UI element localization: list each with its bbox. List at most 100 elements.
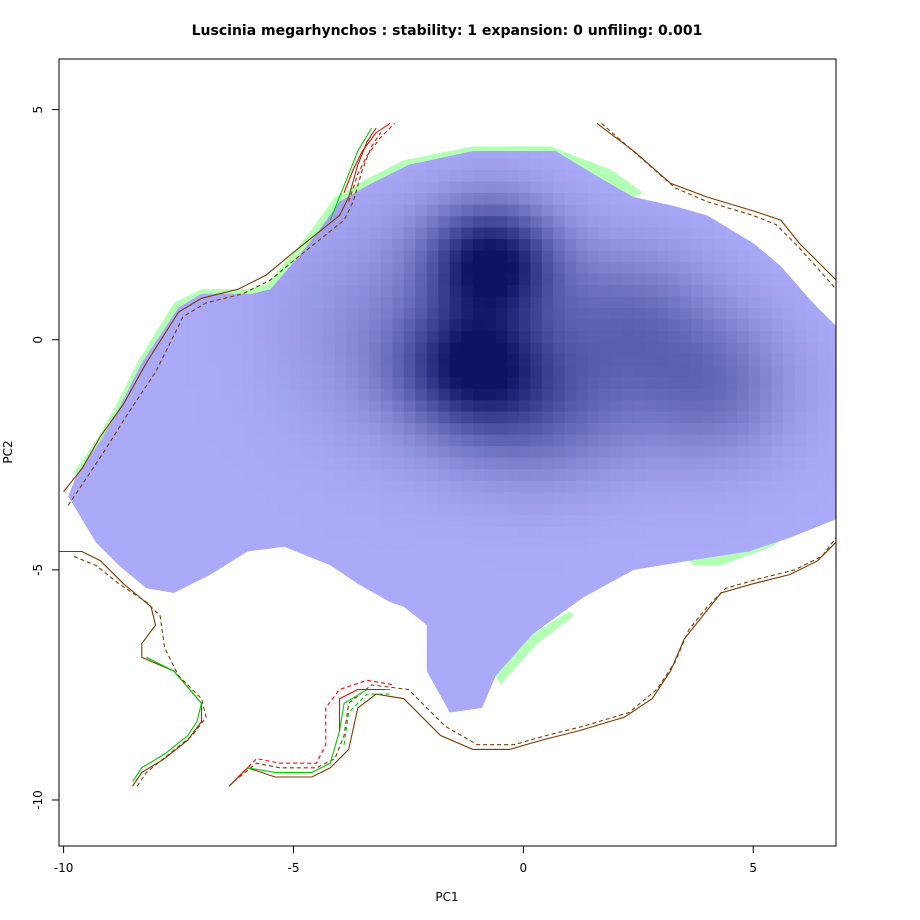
density-cell <box>254 514 267 527</box>
density-cell <box>426 537 439 550</box>
density-cell <box>507 261 520 274</box>
density-cell <box>151 181 164 194</box>
density-cell <box>771 710 784 713</box>
density-cell <box>576 514 589 527</box>
density-cell <box>610 261 623 274</box>
density-cell <box>679 560 692 573</box>
density-cell <box>564 296 577 309</box>
density-cell <box>105 296 118 309</box>
density-cell <box>564 422 577 435</box>
density-cell <box>277 687 290 700</box>
contour-invaded-12 <box>247 688 390 773</box>
density-cell <box>323 434 336 447</box>
density-cell <box>553 181 566 194</box>
density-cell <box>472 664 485 677</box>
density-cell <box>518 376 531 389</box>
contour-overlap-10 <box>228 541 836 787</box>
density-cell <box>242 151 255 159</box>
density-cell <box>564 273 577 286</box>
density-cell <box>323 342 336 355</box>
density-cell <box>495 503 508 516</box>
density-cell <box>346 549 359 562</box>
density-cell <box>82 169 95 182</box>
density-cell <box>151 151 164 159</box>
density-cell <box>288 181 301 194</box>
density-cell <box>403 675 416 688</box>
density-cell <box>105 261 118 274</box>
density-cell <box>806 353 819 366</box>
density-cell <box>311 273 324 286</box>
density-cell <box>645 227 658 240</box>
density-cell <box>392 445 405 458</box>
density-cell <box>622 606 635 619</box>
density-cell <box>219 583 232 596</box>
density-cell <box>760 250 773 263</box>
density-cell <box>472 399 485 412</box>
density-cell <box>553 629 566 642</box>
density-cell <box>553 135 565 147</box>
density-cell <box>610 422 623 435</box>
density-cell <box>93 365 106 378</box>
density-cell <box>116 215 129 228</box>
density-cell <box>645 353 658 366</box>
density-cell <box>714 606 727 619</box>
density-cell <box>817 595 830 608</box>
density-cell <box>507 434 520 447</box>
density-cell <box>507 399 520 412</box>
density-cell <box>737 388 750 401</box>
density-cell <box>219 215 232 228</box>
density-cell <box>277 583 290 596</box>
density-cell <box>196 192 209 205</box>
density-cell <box>645 307 658 320</box>
density-cell <box>576 151 589 159</box>
density-cell <box>346 215 359 228</box>
density-cell <box>461 652 474 665</box>
density-cell <box>426 411 439 424</box>
density-cell <box>668 675 681 688</box>
density-cell <box>70 215 83 228</box>
density-cell <box>231 353 244 366</box>
density-cell <box>725 434 738 447</box>
density-cell <box>576 399 589 412</box>
density-cell <box>139 319 152 332</box>
density-cell <box>219 376 232 389</box>
density-cell <box>369 342 382 355</box>
density-cell <box>300 388 313 401</box>
density-cell <box>472 675 485 688</box>
density-cell <box>645 664 658 677</box>
density-cell <box>70 560 83 573</box>
density-cell <box>265 353 278 366</box>
density-cell <box>68 388 72 401</box>
density-cell <box>829 652 836 665</box>
density-cell <box>484 181 497 194</box>
density-cell <box>403 503 416 516</box>
density-cell <box>530 618 543 631</box>
density-cell <box>599 468 612 481</box>
density-cell <box>541 284 554 297</box>
density-cell <box>334 365 347 378</box>
density-cell <box>461 192 474 205</box>
density-cell <box>794 399 807 412</box>
density-cell <box>817 641 830 654</box>
density-cell <box>300 526 313 539</box>
density-cell <box>771 192 784 205</box>
density-cell <box>288 687 301 700</box>
density-cell <box>553 641 566 654</box>
density-cell <box>794 675 807 688</box>
density-cell <box>518 342 531 355</box>
density-cell <box>196 526 209 539</box>
density-cell <box>380 215 393 228</box>
density-cell <box>783 675 796 688</box>
density-cell <box>380 238 393 251</box>
density-cell <box>415 250 428 263</box>
density-cell <box>311 537 324 550</box>
density-cell <box>438 652 451 665</box>
density-cell <box>817 606 830 619</box>
density-cell <box>426 583 439 596</box>
density-cell <box>817 181 830 194</box>
density-cell <box>691 457 704 470</box>
density-cell <box>484 158 497 171</box>
density-cell <box>691 526 704 539</box>
density-cell <box>392 710 405 713</box>
density-cell <box>173 641 186 654</box>
